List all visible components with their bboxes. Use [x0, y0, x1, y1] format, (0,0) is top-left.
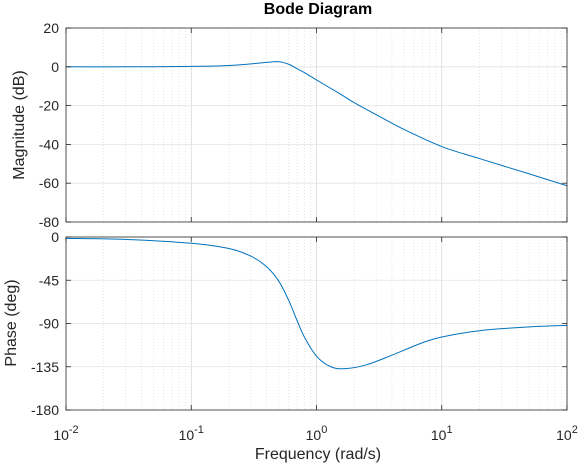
x-tick-label: 102 [556, 424, 578, 443]
frequency-xticks: 10-2 10-1 100 101 102 [53, 237, 578, 443]
y-tick-label: -20 [39, 98, 59, 114]
magnitude-yticks: 20 0 -20 -40 -60 -80 [39, 20, 567, 230]
y-tick-label: -180 [31, 402, 59, 418]
chart-title: Bode Diagram [264, 1, 372, 18]
y-tick-label: -45 [39, 272, 59, 288]
phase-plot: 0 -45 -90 -135 -180 10-2 10-1 100 101 102 Phase … [3, 229, 578, 463]
x-tick-label: 10-2 [53, 424, 78, 443]
phase-grid [66, 237, 567, 410]
magnitude-grid [66, 28, 567, 222]
phase-series-line [65, 237, 568, 370]
frequency-xlabel: Frequency (rad/s) [255, 446, 381, 463]
x-tick-label: 10-1 [179, 424, 204, 443]
y-tick-label: -60 [39, 175, 59, 191]
y-tick-label: -80 [39, 214, 59, 230]
magnitude-ylabel: Magnitude (dB) [11, 70, 28, 179]
phase-ylabel: Phase (deg) [3, 279, 20, 366]
magnitude-series-line [65, 61, 568, 187]
x-tick-label: 100 [306, 424, 328, 443]
y-tick-label: -135 [31, 359, 59, 375]
y-tick-label: -90 [39, 316, 59, 332]
y-tick-label: 0 [51, 59, 59, 75]
magnitude-plot: 20 0 -20 -40 -60 -80 Magnitude (dB) [11, 20, 568, 230]
y-tick-label: -40 [39, 136, 59, 152]
y-tick-label: 20 [43, 20, 59, 36]
x-tick-label: 101 [431, 424, 453, 443]
y-tick-label: 0 [51, 229, 59, 245]
phase-yticks: 0 -45 -90 -135 -180 [31, 229, 567, 418]
